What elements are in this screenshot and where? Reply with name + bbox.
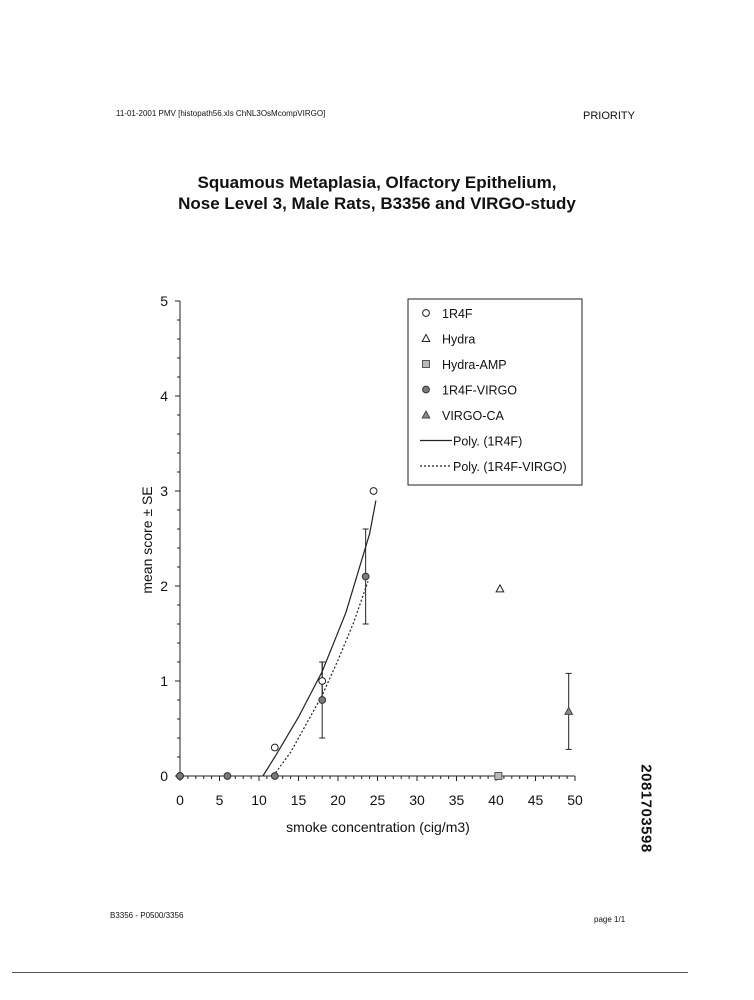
bottom-rule [12, 972, 688, 973]
y-tick-label: 1 [160, 673, 168, 689]
point-1r4f [318, 677, 327, 685]
x-tick-label: 45 [528, 792, 544, 808]
legend-swatch-hydra [421, 333, 431, 342]
x-tick-label: 5 [216, 792, 224, 808]
legend-label-1r4f: 1R4F [442, 307, 473, 321]
legend-label-poly-1r4f: Poly. (1R4F) [453, 435, 522, 449]
footer-study-ref: B3356 - P0500/3356 [110, 911, 184, 920]
x-tick-label: 10 [251, 792, 267, 808]
point-1r4f-virgo [361, 572, 370, 581]
chart-error-bars [319, 528, 572, 750]
chart-title-line2: Nose Level 3, Male Rats, B3356 and VIRGO… [178, 194, 576, 213]
legend-label-hydra-amp: Hydra-AMP [442, 358, 507, 372]
y-tick-label: 2 [160, 578, 168, 594]
point-1r4f-virgo [270, 772, 279, 780]
x-tick-label: 30 [409, 792, 425, 808]
legend-swatch-1r4f [422, 309, 430, 317]
y-tick-label: 4 [160, 388, 168, 404]
header-file-info: 11-01-2001 PMV [histopath56.xls ChNL3OsM… [116, 109, 326, 118]
x-tick-label: 15 [291, 792, 307, 808]
x-tick-label: 40 [488, 792, 504, 808]
point-virgo-ca [564, 706, 574, 715]
point-1r4f-virgo [223, 772, 232, 780]
chart-markers [176, 487, 574, 780]
footer-page: page 1/1 [594, 915, 626, 924]
x-tick-label: 0 [176, 792, 184, 808]
header-priority: PRIORITY [583, 110, 635, 122]
legend-label-hydra: Hydra [442, 333, 475, 347]
stamp-number: 2081703598 [637, 764, 655, 853]
chart-fit-lines [262, 500, 377, 777]
legend-label-virgo-ca: VIRGO-CA [442, 409, 504, 423]
legend-swatch-1r4f-virgo [422, 385, 430, 394]
x-tick-label: 50 [567, 792, 583, 808]
x-tick-label: 25 [370, 792, 386, 808]
fit-line-poly-1r4f [262, 500, 377, 777]
x-axis-label: smoke concentration (cig/m3) [286, 819, 470, 835]
legend-label-poly-1r4f-virgo: Poly. (1R4F-VIRGO) [453, 460, 567, 474]
x-tick-label: 35 [449, 792, 465, 808]
point-1r4f-virgo [176, 772, 184, 780]
y-tick-label: 3 [160, 483, 168, 499]
point-1r4f-virgo [318, 696, 327, 704]
y-tick-label: 5 [160, 293, 168, 309]
y-axis-label: mean score ± SE [139, 486, 155, 593]
chart-title-line1: Squamous Metaplasia, Olfactory Epitheliu… [197, 173, 557, 192]
y-tick-label: 0 [160, 768, 168, 784]
point-1r4f [270, 743, 279, 752]
document-stamp: 2081703598 [636, 760, 656, 860]
legend-swatch-hydra-amp [422, 360, 430, 368]
point-hydra [495, 583, 505, 593]
chart-legend: 1R4F Hydra Hydra-AMP 1R4F-VIRGO VIRGO-CA Poly… [407, 298, 583, 486]
fit-line-poly-1r4f-virgo [272, 581, 369, 777]
point-1r4f [369, 487, 378, 495]
point-hydra-amp [494, 772, 503, 780]
legend-label-1r4f-virgo: 1R4F-VIRGO [442, 384, 517, 398]
x-tick-label: 20 [330, 792, 346, 808]
legend-swatch-virgo-ca [421, 409, 431, 419]
legend-box [407, 298, 583, 486]
